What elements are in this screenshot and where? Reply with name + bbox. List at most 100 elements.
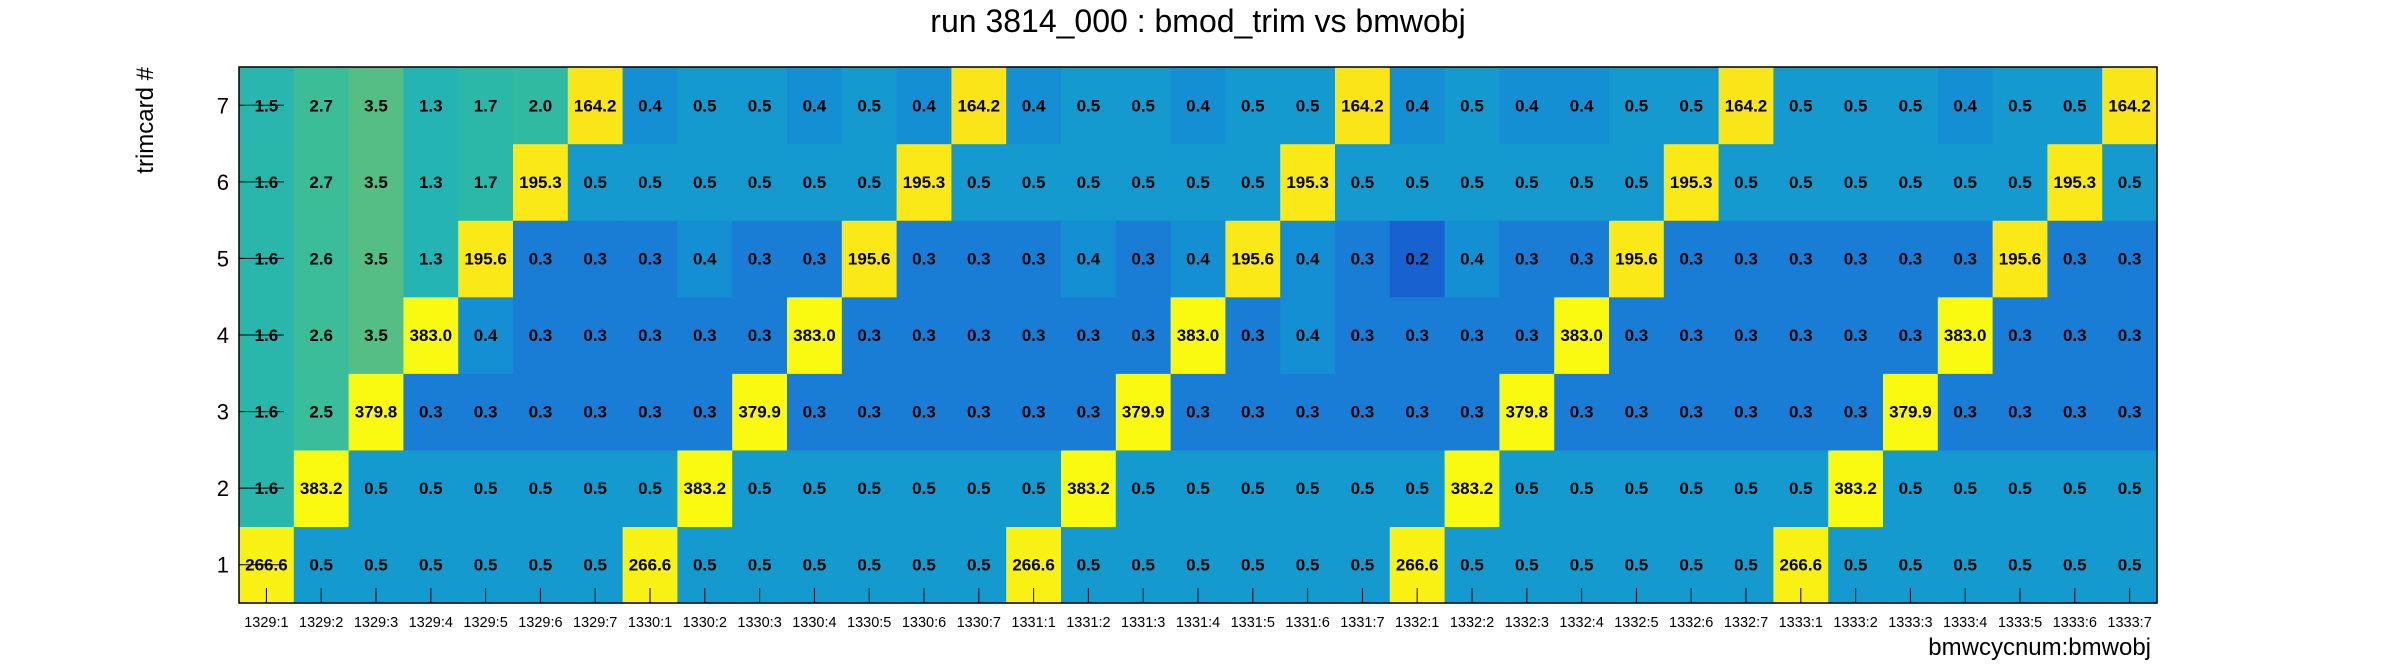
cell-value-label: 0.5: [1899, 173, 1923, 192]
heatmap-cell: [1773, 220, 1829, 298]
heatmap-cell: [1061, 296, 1117, 374]
heatmap-cell: [1609, 449, 1665, 528]
cell-value-label: 0.3: [1789, 326, 1813, 345]
heatmap-cell: [1499, 67, 1555, 145]
heatmap-cell: [1499, 220, 1555, 298]
heatmap-cell: [951, 449, 1007, 528]
cell-value-label: 0.3: [1515, 249, 1539, 268]
cell-value-label: 0.3: [474, 403, 498, 422]
x-tick-label: 1330:2: [683, 615, 727, 631]
heatmap-cell: [622, 373, 678, 451]
cell-value-label: 195.3: [903, 173, 946, 192]
heatmap-cell: [677, 220, 733, 298]
cell-value-label: 0.3: [1734, 403, 1758, 422]
cell-value-label: 0.3: [1734, 326, 1758, 345]
x-tick-label: 1333:4: [1943, 615, 1987, 631]
cell-value-label: 0.5: [1515, 479, 1539, 498]
cell-value-label: 0.5: [2063, 96, 2087, 115]
heatmap-cell: [732, 296, 788, 374]
cell-value-label: 0.5: [583, 556, 607, 575]
heatmap-cell: [787, 143, 843, 221]
cell-value-label: 0.5: [748, 556, 772, 575]
x-tick-label: 1330:4: [792, 615, 836, 631]
heatmap-cell: [1225, 143, 1281, 221]
x-tick-label: 1329:6: [518, 615, 562, 631]
heatmap-cell: [1280, 296, 1336, 374]
cell-value-label: 0.4: [1405, 96, 1429, 115]
heatmap-cell: [1115, 449, 1172, 528]
heatmap-cell: [1006, 143, 1062, 221]
heatmap-cell: [1828, 67, 1884, 145]
cell-value-label: 0.4: [1460, 249, 1484, 268]
heatmap-cell: [2047, 449, 2103, 528]
heatmap-cell: [2102, 67, 2158, 145]
cell-value-label: 0.3: [912, 249, 936, 268]
heatmap-cell: [403, 67, 459, 145]
cell-value-label: 0.5: [967, 479, 991, 498]
heatmap-cell: [513, 449, 569, 528]
cell-value-label: 1.7: [474, 173, 498, 192]
cell-value-label: 0.3: [1625, 326, 1649, 345]
cell-value-label: 0.3: [912, 403, 936, 422]
cell-value-label: 0.3: [1131, 326, 1155, 345]
heatmap-cell: [567, 296, 624, 374]
heatmap-cell: [2102, 220, 2158, 298]
cell-value-label: 0.5: [1515, 556, 1539, 575]
cell-value-label: 0.5: [1953, 556, 1977, 575]
cell-value-label: 0.3: [1351, 249, 1375, 268]
heatmap-cell: [2102, 143, 2158, 221]
cell-value-label: 379.9: [738, 403, 781, 422]
cell-value-label: 0.5: [638, 479, 662, 498]
cell-value-label: 0.3: [638, 326, 662, 345]
heatmap-cell: [1444, 67, 1500, 145]
heatmap-cell: [1225, 220, 1281, 298]
heatmap-cell: [896, 449, 952, 528]
cell-value-label: 0.5: [1679, 96, 1703, 115]
heatmap-cell: [841, 143, 898, 221]
heatmap-cell: [1225, 296, 1281, 374]
cell-value-label: 3.5: [364, 326, 388, 345]
x-tick-label: 1332:3: [1505, 615, 1549, 631]
cell-value-label: 0.3: [1844, 326, 1868, 345]
heatmap-cell: [1773, 143, 1829, 221]
cell-value-label: 164.2: [1725, 96, 1768, 115]
cell-value-label: 0.3: [2118, 249, 2142, 268]
cell-value-label: 0.5: [474, 479, 498, 498]
heatmap-cell: [1006, 296, 1062, 374]
heatmap-cell: [1554, 220, 1610, 298]
heatmap-cell: [1718, 373, 1774, 451]
x-tick-label: 1333:7: [2107, 615, 2151, 631]
cell-value-label: 0.3: [583, 403, 607, 422]
x-tick-label: 1329:2: [299, 615, 343, 631]
cell-value-label: 0.3: [1844, 403, 1868, 422]
heatmap-cell: [677, 143, 733, 221]
cell-value-label: 0.5: [1351, 479, 1375, 498]
cell-value-label: 2.7: [309, 96, 333, 115]
cell-value-label: 0.5: [1953, 479, 1977, 498]
cell-value-label: 0.5: [1460, 556, 1484, 575]
cell-value-label: 0.3: [1022, 403, 1046, 422]
y-tick-label: 2: [217, 476, 229, 501]
heatmap-cell: [513, 296, 569, 374]
heatmap-cell: [1444, 143, 1500, 221]
heatmap-cell: [732, 143, 788, 221]
cell-value-label: 0.3: [583, 249, 607, 268]
cell-value-label: 379.9: [1122, 403, 1165, 422]
heatmap-cell: [2047, 296, 2103, 374]
cell-value-label: 0.5: [1131, 173, 1155, 192]
x-tick-label: 1333:2: [1833, 615, 1877, 631]
cell-value-label: 0.3: [638, 249, 662, 268]
cell-value-label: 0.3: [1186, 403, 1210, 422]
cell-value-label: 266.6: [1396, 556, 1439, 575]
cell-value-label: 2.0: [529, 96, 553, 115]
x-tick-label: 1331:5: [1231, 615, 1275, 631]
cell-value-label: 2.6: [309, 326, 333, 345]
cell-value-label: 0.5: [364, 556, 388, 575]
heatmap-cell: [1115, 67, 1172, 145]
heatmap-cell: [1883, 449, 1939, 528]
heatmap-cell: [567, 373, 624, 451]
cell-value-label: 0.5: [1679, 556, 1703, 575]
heatmap-cell: [403, 373, 459, 451]
cell-value-label: 0.5: [857, 556, 881, 575]
